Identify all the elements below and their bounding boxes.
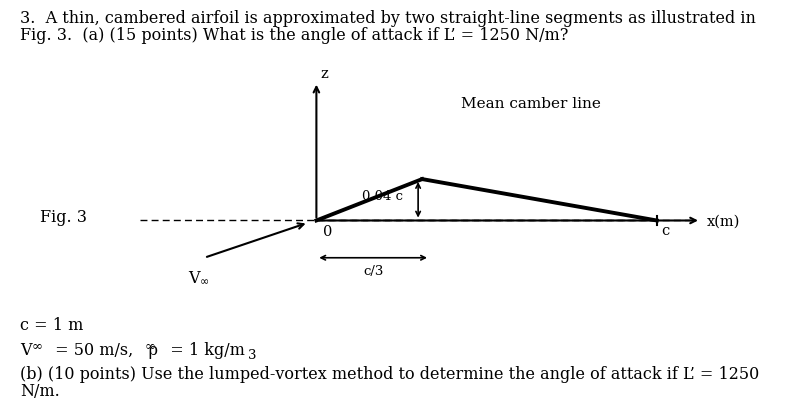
- Text: V: V: [20, 341, 31, 358]
- Text: N/m.: N/m.: [20, 382, 60, 399]
- Text: z: z: [320, 66, 328, 81]
- Text: Fig. 3.  (a) (15 points) What is the angle of attack if L’ = 1250 N/m?: Fig. 3. (a) (15 points) What is the angl…: [20, 27, 569, 44]
- Text: 3: 3: [248, 348, 257, 361]
- Text: Mean camber line: Mean camber line: [461, 96, 601, 110]
- Text: = 1 kg/m: = 1 kg/m: [160, 341, 245, 358]
- Text: x(m): x(m): [707, 214, 741, 228]
- Text: 3.  A thin, cambered airfoil is approximated by two straight-line segments as il: 3. A thin, cambered airfoil is approxima…: [20, 10, 756, 27]
- Text: Fig. 3: Fig. 3: [40, 208, 87, 225]
- Text: (b) (10 points) Use the lumped-vortex method to determine the angle of attack if: (b) (10 points) Use the lumped-vortex me…: [20, 366, 759, 382]
- Text: 0.04 c: 0.04 c: [362, 190, 403, 203]
- Text: c/3: c/3: [363, 264, 384, 277]
- Text: c = 1 m: c = 1 m: [20, 316, 83, 333]
- Text: c: c: [661, 223, 669, 237]
- Text: ∞: ∞: [144, 339, 155, 351]
- Text: 0: 0: [323, 224, 332, 238]
- Text: = 50 m/s,   ρ: = 50 m/s, ρ: [50, 341, 159, 358]
- Text: ∞: ∞: [31, 339, 42, 351]
- Text: V$_\infty$: V$_\infty$: [188, 268, 210, 285]
